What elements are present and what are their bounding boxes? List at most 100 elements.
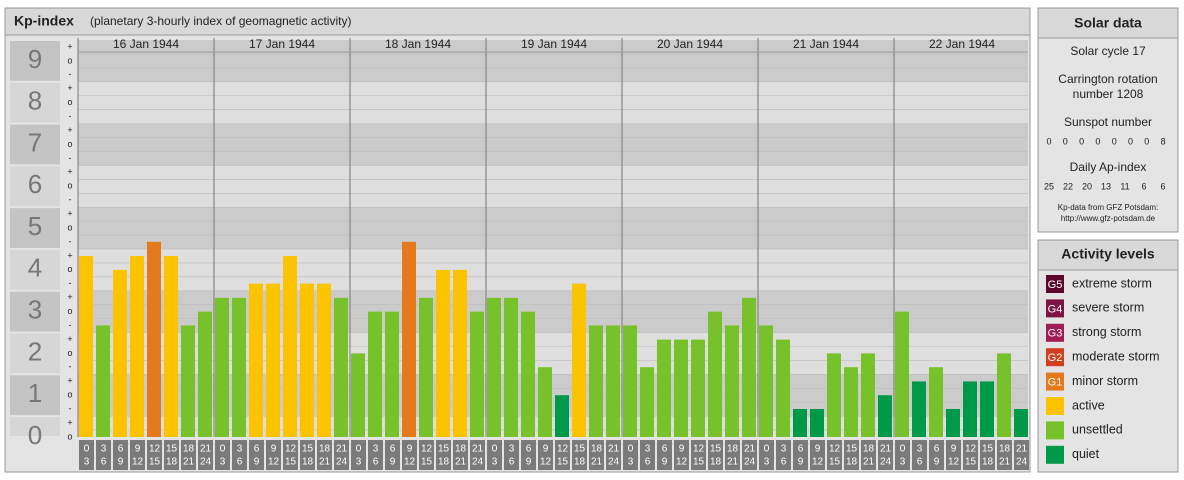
- y-tick-label: 1: [28, 378, 42, 408]
- x-tick-label: 15: [421, 457, 433, 468]
- bar: [623, 325, 637, 437]
- bar: [1014, 409, 1028, 437]
- x-tick-label: 21: [591, 457, 603, 468]
- x-tick-label: 12: [132, 457, 144, 468]
- hour-box: [96, 440, 111, 470]
- bar: [895, 311, 909, 437]
- day-label: 18 Jan 1944: [385, 37, 451, 51]
- x-tick-label: 6: [662, 444, 668, 455]
- y-label-box: [10, 208, 60, 248]
- x-tick-label: 15: [149, 457, 161, 468]
- legend-label: extreme storm: [1072, 276, 1152, 290]
- ap-value: 6: [1160, 181, 1165, 191]
- bar: [929, 367, 943, 437]
- bar: [844, 367, 858, 437]
- x-tick-label: 9: [543, 444, 549, 455]
- hour-box: [861, 440, 876, 470]
- hour-box: [793, 440, 808, 470]
- hour-box: [79, 440, 94, 470]
- rotation: Carrington rotation: [1058, 72, 1157, 86]
- solar-title-bar: [1037, 7, 1179, 39]
- bar: [742, 297, 756, 437]
- band: [78, 248, 1028, 291]
- y-sub-box: [62, 374, 78, 417]
- bar: [810, 409, 824, 437]
- x-tick-label: 6: [254, 444, 260, 455]
- x-tick-label: 3: [645, 444, 651, 455]
- bar: [402, 241, 416, 437]
- x-tick-label: 24: [880, 457, 892, 468]
- y-sub-box: [62, 290, 78, 333]
- hour-box: [368, 440, 383, 470]
- band: [78, 416, 1028, 437]
- x-tick-label: 15: [166, 444, 178, 455]
- y-sub-box: [62, 40, 78, 82]
- hour-box: [385, 440, 400, 470]
- hour-box: [334, 440, 349, 470]
- hour-box: [708, 440, 723, 470]
- y-sub-label: o: [67, 139, 72, 149]
- legend-swatch: [1046, 372, 1064, 391]
- x-tick-label: 15: [438, 444, 450, 455]
- hour-box: [181, 440, 196, 470]
- x-tick-label: 15: [982, 444, 994, 455]
- bar: [640, 367, 654, 437]
- legend-badge: G5: [1048, 279, 1063, 291]
- x-tick-label: 15: [302, 444, 314, 455]
- x-tick-label: 6: [390, 444, 396, 455]
- y-sub-label: -: [69, 153, 72, 163]
- x-tick-label: 15: [846, 444, 858, 455]
- hour-box: [674, 440, 689, 470]
- x-tick-label: 3: [492, 457, 498, 468]
- y-sub-label: +: [67, 376, 72, 386]
- hour-box: [538, 440, 553, 470]
- x-tick-label: 6: [118, 444, 124, 455]
- x-tick-label: 12: [421, 444, 433, 455]
- x-tick-label: 18: [302, 457, 314, 468]
- x-tick-label: 24: [608, 457, 620, 468]
- sunspot-value: 0: [1063, 136, 1068, 146]
- hour-box: [878, 440, 893, 470]
- ap-value: 22: [1063, 181, 1073, 191]
- y-sub-box: [62, 123, 78, 166]
- x-tick-label: 21: [319, 457, 331, 468]
- solar-title: Solar data: [1074, 15, 1142, 31]
- x-tick-label: 9: [271, 444, 277, 455]
- x-tick-label: 18: [166, 457, 178, 468]
- bar: [776, 339, 790, 437]
- y-sub-label: +: [67, 292, 72, 302]
- day-label: 21 Jan 1944: [793, 37, 859, 51]
- x-tick-label: 3: [917, 444, 923, 455]
- bar: [113, 269, 127, 437]
- bar: [555, 395, 569, 437]
- chart-title: Kp-index: [14, 13, 74, 29]
- x-tick-label: 3: [781, 444, 787, 455]
- ap-value: 11: [1120, 181, 1129, 191]
- source: Kp-data from GFZ Potsdam:: [1058, 203, 1158, 212]
- bar: [963, 381, 977, 437]
- hour-box: [402, 440, 417, 470]
- bar: [453, 269, 467, 437]
- sunspot-value: 8: [1161, 136, 1166, 146]
- legend-badge: G2: [1048, 352, 1063, 364]
- x-tick-label: 9: [798, 457, 804, 468]
- legend-label: strong storm: [1072, 325, 1141, 339]
- legend-swatch: [1046, 348, 1064, 367]
- bar: [266, 283, 280, 437]
- sunspot-value: 0: [1144, 136, 1149, 146]
- sunspot-value: 0: [1112, 136, 1117, 146]
- x-tick-label: 21: [183, 457, 195, 468]
- hour-box: [504, 440, 519, 470]
- x-tick-label: 6: [237, 457, 243, 468]
- y-sub-label: -: [69, 320, 72, 330]
- hour-box: [283, 440, 298, 470]
- y-sub-label: o: [67, 431, 72, 441]
- ap-value: 20: [1082, 181, 1092, 191]
- x-tick-label: 12: [829, 444, 841, 455]
- bar: [708, 311, 722, 437]
- hour-box: [912, 440, 927, 470]
- bar: [589, 325, 603, 437]
- bar: [878, 395, 892, 437]
- day-label: 19 Jan 1944: [521, 37, 587, 51]
- x-tick-label: 18: [727, 444, 739, 455]
